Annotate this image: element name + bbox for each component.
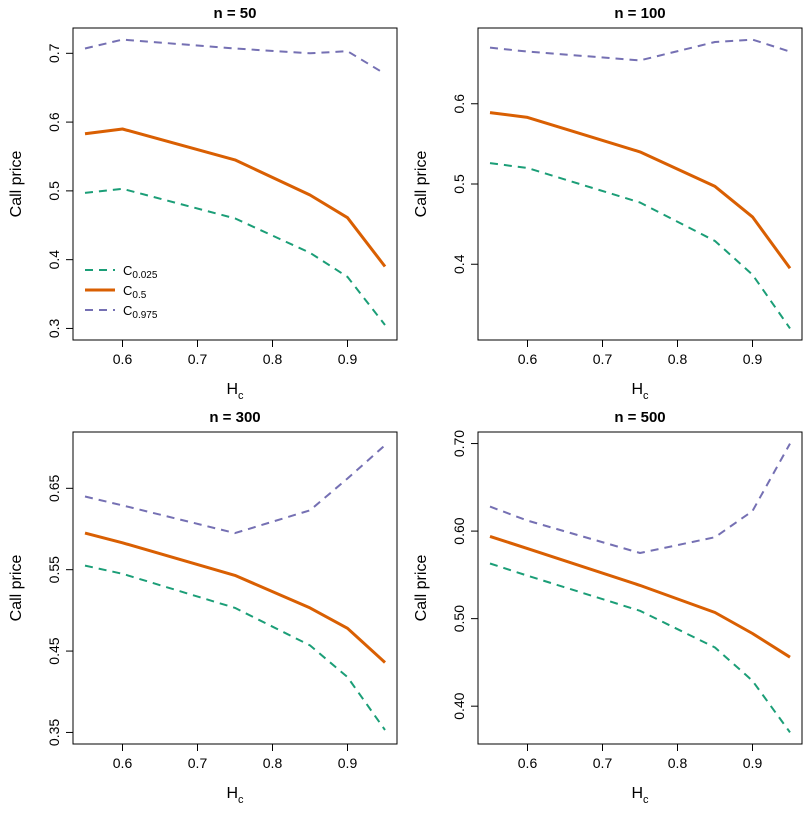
series-line-c0975 — [489, 38, 791, 62]
x-tick-label: 0.9 — [743, 351, 763, 367]
y-tick-label: 0.7 — [46, 43, 62, 63]
y-axis-label: Call price — [8, 151, 25, 218]
y-tick-label: 0.60 — [451, 517, 467, 544]
series-line-c0975 — [489, 443, 791, 554]
y-tick-label: 0.55 — [46, 556, 62, 583]
x-tick-label: 0.7 — [188, 755, 208, 771]
x-tick-label: 0.6 — [113, 351, 133, 367]
x-axis-label-sub: c — [643, 390, 649, 402]
legend-label-sub: 0.5 — [132, 290, 146, 301]
x-tick-label: 0.7 — [188, 351, 208, 367]
x-axis-label-base: H — [631, 785, 643, 802]
legend-label-base: C — [123, 283, 132, 298]
panel-3: n = 300 0.6 0.7 0.8 0.9 0.35 0.45 0.55 0.65 Hc Cal… — [8, 409, 398, 806]
x-tick-label: 0.6 — [518, 351, 538, 367]
x-tick-label: 0.9 — [743, 755, 763, 771]
y-tick-label: 0.5 — [451, 174, 467, 194]
series-line-c05 — [489, 111, 792, 270]
x-tick-label: 0.8 — [263, 755, 283, 771]
x-axis-label: Hc — [631, 785, 649, 806]
x-axis-label-sub: c — [238, 794, 244, 806]
x-tick-label: 0.9 — [338, 351, 358, 367]
y-tick-label: 0.70 — [451, 430, 467, 457]
plot-frame — [72, 431, 398, 745]
x-tick-label: 0.7 — [593, 351, 613, 367]
plot-frame — [72, 27, 398, 341]
y-axis-label: Call price — [413, 151, 430, 218]
y-tick-label: 0.35 — [46, 719, 62, 746]
x-axis-label: Hc — [631, 381, 649, 402]
legend-label-c025: C0.025 — [123, 263, 158, 281]
series-line-c025 — [84, 187, 386, 326]
series-line-c0975 — [84, 38, 386, 75]
x-tick-label: 0.9 — [338, 755, 358, 771]
series-line-c025 — [489, 562, 791, 733]
y-tick-label: 0.6 — [46, 112, 62, 132]
legend-label-base: C — [123, 263, 132, 278]
x-tick-label: 0.6 — [113, 755, 133, 771]
chart-title: n = 50 — [214, 5, 257, 22]
legend-label-sub: 0.975 — [132, 310, 157, 321]
panel-2: n = 100 0.6 0.7 0.8 0.9 0.4 0.5 0.6 Hc Call price — [413, 5, 803, 402]
series-line-c0975 — [84, 444, 386, 535]
y-tick-label: 0.3 — [46, 319, 62, 339]
chart-title: n = 500 — [614, 409, 665, 426]
y-tick-label: 0.4 — [451, 254, 467, 274]
panel-4: n = 500 0.6 0.7 0.8 0.9 0.40 0.50 0.60 0.70 Hc Cal… — [413, 409, 803, 806]
series-line-c05 — [489, 534, 791, 659]
series-line-c05 — [84, 127, 387, 268]
x-axis-label-base: H — [226, 381, 238, 398]
panel-1: n = 50 0.6 0.7 0.8 0.9 0.3 0.4 0.5 0.6 0.7 Hc Call … — [8, 5, 398, 402]
x-axis-label: Hc — [226, 381, 244, 402]
plot-frame — [477, 27, 803, 341]
plot-frame — [477, 431, 803, 745]
x-tick-label: 0.6 — [518, 755, 538, 771]
chart-title: n = 100 — [614, 5, 665, 22]
x-axis-label: Hc — [226, 785, 244, 806]
x-axis-label-sub: c — [238, 390, 244, 402]
legend-label-sub: 0.025 — [132, 270, 157, 281]
chart-title: n = 300 — [209, 409, 260, 426]
x-tick-label: 0.8 — [263, 351, 283, 367]
series-line-c025 — [489, 162, 791, 329]
y-tick-label: 0.45 — [46, 637, 62, 664]
series-line-c05 — [84, 531, 387, 664]
y-tick-label: 0.6 — [451, 94, 467, 114]
x-axis-label-base: H — [226, 785, 238, 802]
x-tick-label: 0.8 — [668, 351, 688, 367]
y-axis-label: Call price — [413, 555, 430, 622]
y-tick-label: 0.65 — [46, 474, 62, 501]
x-axis-label-base: H — [631, 381, 643, 398]
x-tick-label: 0.8 — [668, 755, 688, 771]
legend-label-c0975: C0.975 — [123, 303, 158, 321]
legend-label-base: C — [123, 303, 132, 318]
y-tick-label: 0.50 — [451, 605, 467, 632]
legend-label-c05: C0.5 — [123, 283, 147, 301]
y-tick-label: 0.40 — [451, 692, 467, 719]
y-tick-label: 0.4 — [46, 250, 62, 270]
x-tick-label: 0.7 — [593, 755, 613, 771]
y-axis-label: Call price — [8, 555, 25, 622]
y-tick-label: 0.5 — [46, 181, 62, 201]
series-line-c025 — [84, 564, 386, 731]
x-axis-label-sub: c — [643, 794, 649, 806]
